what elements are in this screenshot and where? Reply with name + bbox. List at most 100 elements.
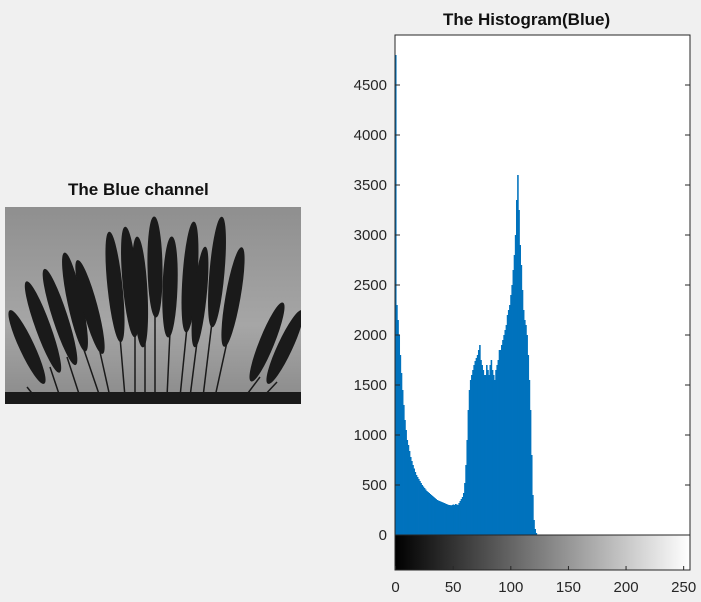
blue-channel-title: The Blue channel <box>68 180 209 199</box>
x-tick-label: 0 <box>391 579 399 596</box>
histogram-bar <box>424 489 427 535</box>
y-tick-label: 3500 <box>354 177 387 194</box>
histogram-bar <box>448 505 450 535</box>
histogram-bar <box>530 455 533 535</box>
histogram-bar <box>495 370 497 535</box>
histogram-bar <box>442 502 444 535</box>
histogram-bar <box>414 472 417 535</box>
histogram-bar <box>513 255 516 535</box>
histogram-bar <box>512 270 515 535</box>
histogram-bar <box>430 495 433 535</box>
histogram-bar <box>419 481 421 535</box>
histogram-bar <box>437 500 440 535</box>
histogram-bar <box>399 355 402 535</box>
y-tick-label: 3000 <box>354 227 387 244</box>
histogram-bar <box>521 290 524 535</box>
histogram-bar <box>484 375 487 535</box>
y-tick-label: 4500 <box>354 77 387 94</box>
histogram-bar <box>401 390 404 535</box>
histogram-bar <box>468 390 471 535</box>
histogram-bar <box>418 479 420 535</box>
histogram-bar <box>482 370 485 535</box>
histogram-bar <box>433 497 435 535</box>
histogram-bar <box>461 497 464 535</box>
histogram-bar <box>520 265 523 535</box>
histogram-bar <box>460 499 463 535</box>
y-tick-label: 0 <box>379 527 387 544</box>
histogram-bar <box>498 350 501 535</box>
histogram-bar <box>526 335 528 535</box>
histogram-bar <box>396 305 398 535</box>
histogram-bar <box>395 55 397 535</box>
histogram-bar <box>415 475 418 535</box>
histogram-bar <box>458 503 460 535</box>
histogram-bar <box>473 365 475 535</box>
histogram-bar <box>509 305 511 535</box>
histogram-bar <box>467 410 470 535</box>
histogram-bar <box>475 358 478 535</box>
histogram-bar <box>413 468 415 535</box>
histogram-bar <box>449 505 451 535</box>
histogram-bar <box>465 465 467 535</box>
histogram-bar <box>477 350 480 535</box>
histogram-bar <box>502 340 504 535</box>
histogram-bar <box>409 457 412 535</box>
histogram-bar <box>532 495 534 535</box>
histogram-title: The Histogram(Blue) <box>443 10 611 29</box>
histogram-bar <box>420 483 422 535</box>
histogram-bar <box>483 375 486 535</box>
histogram-bar <box>489 365 492 535</box>
histogram-bar <box>534 529 536 535</box>
histogram-bar <box>471 375 473 535</box>
x-axis: 0 50 100 150 200 250 <box>391 566 696 596</box>
histogram-bar <box>518 210 520 535</box>
histogram-bar <box>421 485 424 535</box>
histogram-bar <box>400 373 403 535</box>
histogram-bar <box>428 493 430 535</box>
histogram-bar <box>441 502 443 535</box>
histogram-bar <box>429 494 432 535</box>
histogram-bar <box>494 380 496 535</box>
histogram-bar <box>462 493 465 535</box>
histogram-bar <box>524 320 526 535</box>
x-tick-label: 150 <box>556 579 581 596</box>
histogram-bar <box>519 245 521 535</box>
y-tick-label: 1000 <box>354 427 387 444</box>
histogram-bar <box>499 350 502 535</box>
histogram-bar <box>505 325 508 535</box>
histogram-bar <box>464 483 466 535</box>
histogram-bar <box>516 200 518 535</box>
histogram-bar <box>496 365 498 535</box>
histogram-bar <box>507 310 510 535</box>
histogram-bar <box>454 504 457 535</box>
grayscale-colorbar <box>394 534 691 571</box>
histogram-bar <box>457 505 459 535</box>
histogram-bar <box>525 325 527 535</box>
histogram-bar <box>486 365 488 535</box>
histogram-bar <box>435 499 437 535</box>
histogram-bar <box>490 360 493 535</box>
histogram-bar <box>408 451 411 535</box>
histogram-bar <box>481 365 483 535</box>
histogram-bar <box>503 335 505 535</box>
histogram-bar <box>497 360 500 535</box>
histogram-bar <box>480 360 482 535</box>
histogram-bar <box>407 445 410 535</box>
histogram-bar <box>403 405 405 535</box>
histogram-bar <box>528 380 531 535</box>
histogram-bar <box>411 461 413 535</box>
y-tick-label: 2500 <box>354 277 387 294</box>
histogram-bar <box>397 320 399 535</box>
histogram-bar <box>492 375 495 535</box>
plot-area <box>395 35 690 535</box>
histogram-bar <box>535 533 538 535</box>
histogram-bar <box>416 477 419 535</box>
histogram-bars <box>395 55 539 535</box>
x-tick-label: 250 <box>671 579 696 596</box>
histogram-bar <box>445 504 448 535</box>
histogram-bar <box>514 235 517 535</box>
histogram-bar <box>404 420 406 535</box>
histogram-bar <box>427 492 429 535</box>
y-tick-label: 1500 <box>354 377 387 394</box>
histogram-bar <box>488 375 490 535</box>
